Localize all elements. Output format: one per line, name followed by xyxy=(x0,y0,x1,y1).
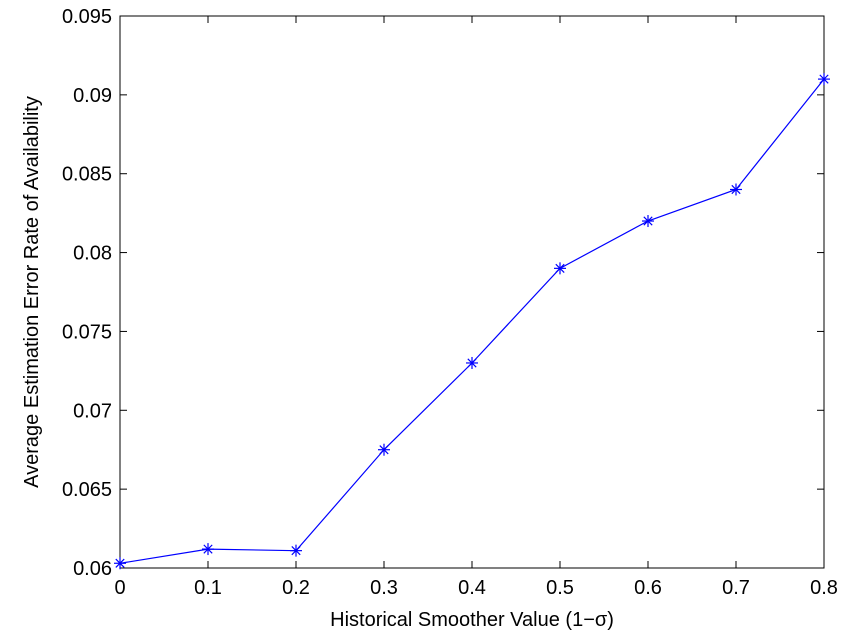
data-point-marker xyxy=(730,183,742,196)
x-tick-label: 0 xyxy=(114,577,125,599)
y-tick-label: 0.085 xyxy=(62,164,112,186)
data-point-marker xyxy=(642,215,654,228)
y-axis-ticks: 0.06 0.065 0.07 0.075 0.08 0.085 0.09 0.095 xyxy=(62,6,824,580)
y-tick-label: 0.07 xyxy=(73,400,112,422)
data-point-marker xyxy=(114,557,126,570)
y-tick-label: 0.06 xyxy=(73,558,112,580)
data-point-marker xyxy=(554,262,566,275)
x-tick-label: 0.8 xyxy=(810,577,838,599)
x-tick-label: 0.5 xyxy=(546,577,574,599)
data-point-marker xyxy=(466,356,478,369)
x-axis-ticks: 0 0.1 0.2 0.3 0.4 0.5 0.6 0.7 0.8 xyxy=(114,16,838,599)
y-tick-label: 0.09 xyxy=(73,85,112,107)
series-layer xyxy=(114,73,830,570)
y-tick-label: 0.08 xyxy=(73,243,112,265)
data-point-marker xyxy=(290,544,302,557)
x-tick-label: 0.6 xyxy=(634,577,662,599)
x-tick-label: 0.2 xyxy=(282,577,310,599)
x-axis-title: Historical Smoother Value (1−σ) xyxy=(330,609,614,631)
x-tick-label: 0.4 xyxy=(458,577,486,599)
y-tick-label: 0.075 xyxy=(62,321,112,343)
plot-area xyxy=(119,15,825,569)
y-tick-label: 0.095 xyxy=(62,6,112,28)
data-point-marker xyxy=(378,443,390,456)
data-point-marker xyxy=(202,543,214,556)
data-point-marker xyxy=(818,73,830,86)
x-tick-label: 0.1 xyxy=(194,577,222,599)
x-tick-label: 0.3 xyxy=(370,577,398,599)
y-axis-title: Average Estimation Error Rate of Availab… xyxy=(21,96,43,488)
y-tick-label: 0.065 xyxy=(62,479,112,501)
x-tick-label: 0.7 xyxy=(722,577,750,599)
